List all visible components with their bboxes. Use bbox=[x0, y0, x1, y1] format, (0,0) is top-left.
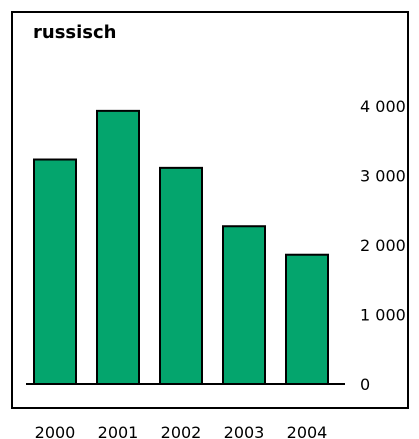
y-tick-label-2000: 2 000 bbox=[360, 236, 406, 255]
bar-2001 bbox=[96, 109, 140, 386]
bar-2002 bbox=[159, 166, 203, 385]
x-tick-label-2002: 2002 bbox=[161, 423, 202, 439]
x-tick-label-2001: 2001 bbox=[98, 423, 139, 439]
y-tick-labels: 0 1 000 2 000 3 000 4 000 bbox=[360, 97, 406, 394]
x-tick-label-2003: 2003 bbox=[224, 423, 265, 439]
bar-2000 bbox=[33, 158, 77, 385]
x-tick-label-2000: 2000 bbox=[35, 423, 76, 439]
x-tick-labels: 2000 2001 2002 2003 2004 bbox=[35, 423, 328, 439]
chart-title: russisch bbox=[33, 22, 117, 43]
bar-2004 bbox=[285, 253, 329, 385]
x-tick-label-2004: 2004 bbox=[287, 423, 328, 439]
y-tick-label-0: 0 bbox=[360, 375, 370, 394]
y-tick-label-3000: 3 000 bbox=[360, 167, 406, 186]
bar-2003 bbox=[222, 225, 266, 385]
chart-frame bbox=[11, 11, 409, 409]
bars-group bbox=[33, 109, 329, 386]
y-tick-label-1000: 1 000 bbox=[360, 306, 406, 325]
y-tick-label-4000: 4 000 bbox=[360, 97, 406, 116]
